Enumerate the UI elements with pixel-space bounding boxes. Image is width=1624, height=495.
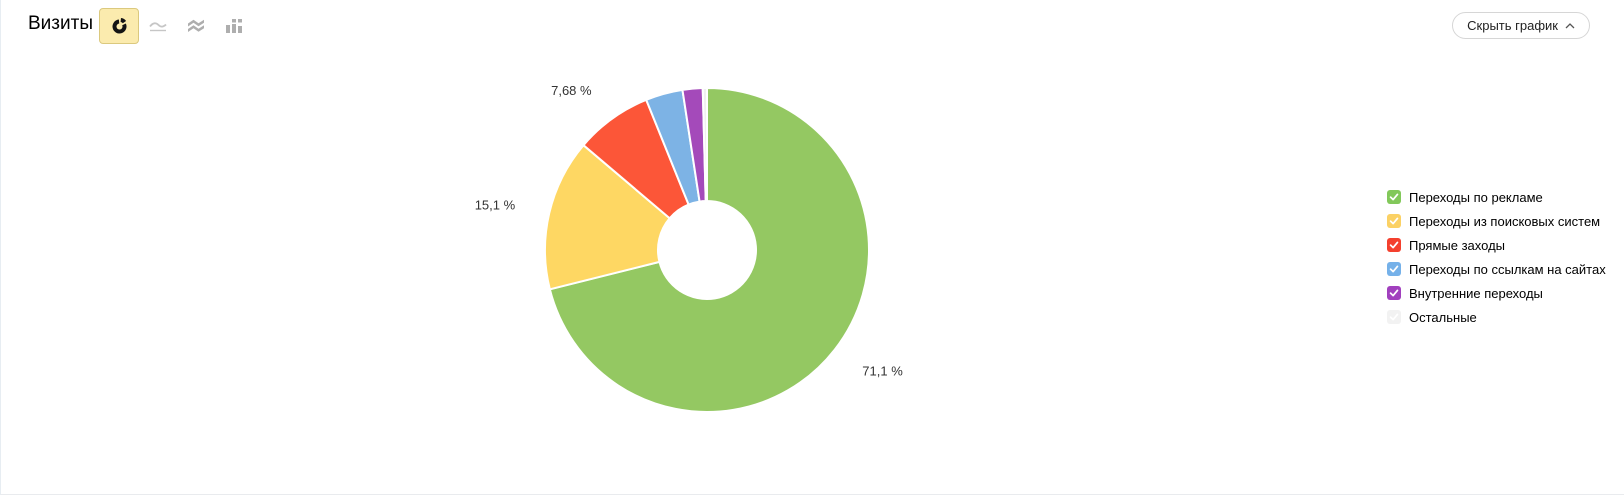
chart-type-donut-button[interactable]	[99, 8, 139, 44]
check-icon	[1389, 241, 1399, 249]
page-title: Визиты	[28, 13, 93, 34]
pie-slice-0[interactable]	[548, 87, 870, 413]
donut-chart-icon	[112, 17, 126, 33]
legend-checkbox[interactable]	[1387, 238, 1401, 252]
legend-item-label: Переходы из поисковых систем	[1409, 213, 1601, 229]
legend-item-label: Переходы по рекламе	[1409, 189, 1543, 205]
legend-item-5[interactable]: Остальные	[1387, 305, 1606, 329]
legend-item-label: Прямые заходы	[1409, 237, 1506, 253]
legend-checkbox[interactable]	[1387, 262, 1401, 276]
stacked-area-chart-icon	[188, 19, 204, 32]
legend-checkbox[interactable]	[1387, 286, 1401, 300]
legend-item-1[interactable]: Переходы из поисковых систем	[1387, 209, 1606, 233]
hide-chart-button-label: Скрыть график	[1467, 18, 1558, 33]
pie-percent-label-1: 15,1 %	[475, 198, 516, 213]
legend-item-2[interactable]: Прямые заходы	[1387, 233, 1606, 257]
legend-item-4[interactable]: Внутренние переходы	[1387, 281, 1606, 305]
legend-item-label: Переходы по ссылкам на сайтах	[1409, 261, 1606, 277]
column-chart-icon	[226, 19, 242, 33]
check-icon	[1389, 289, 1399, 297]
pie-percent-label-0: 71,1 %	[862, 364, 903, 379]
pie-percent-label-2: 7,68 %	[551, 83, 592, 98]
check-icon	[1389, 313, 1399, 321]
check-icon	[1389, 265, 1399, 273]
legend-item-0[interactable]: Переходы по рекламе	[1387, 185, 1606, 209]
legend: Переходы по рекламе Переходы из поисковы…	[1387, 185, 1606, 329]
legend-checkbox[interactable]	[1387, 190, 1401, 204]
chevron-up-icon	[1565, 22, 1575, 28]
check-icon	[1389, 217, 1399, 225]
donut-chart: 71,1 % 15,1 % 7,68 %	[447, 40, 967, 465]
legend-checkbox[interactable]	[1387, 214, 1401, 228]
legend-item-3[interactable]: Переходы по ссылкам на сайтах	[1387, 257, 1606, 281]
check-icon	[1389, 193, 1399, 201]
legend-item-label: Внутренние переходы	[1409, 285, 1543, 301]
chart-type-columns-button[interactable]	[215, 8, 253, 44]
legend-checkbox[interactable]	[1387, 310, 1401, 324]
hide-chart-button[interactable]: Скрыть график	[1452, 12, 1590, 39]
chart-type-switcher	[99, 8, 253, 44]
chart-type-stacked-area-button[interactable]	[177, 8, 215, 44]
pie-slice-1[interactable]	[544, 144, 671, 291]
chart-type-line-button[interactable]	[139, 8, 177, 44]
pie-slice-5[interactable]	[701, 87, 708, 203]
line-chart-icon	[149, 22, 167, 32]
legend-item-label: Остальные	[1409, 309, 1477, 325]
